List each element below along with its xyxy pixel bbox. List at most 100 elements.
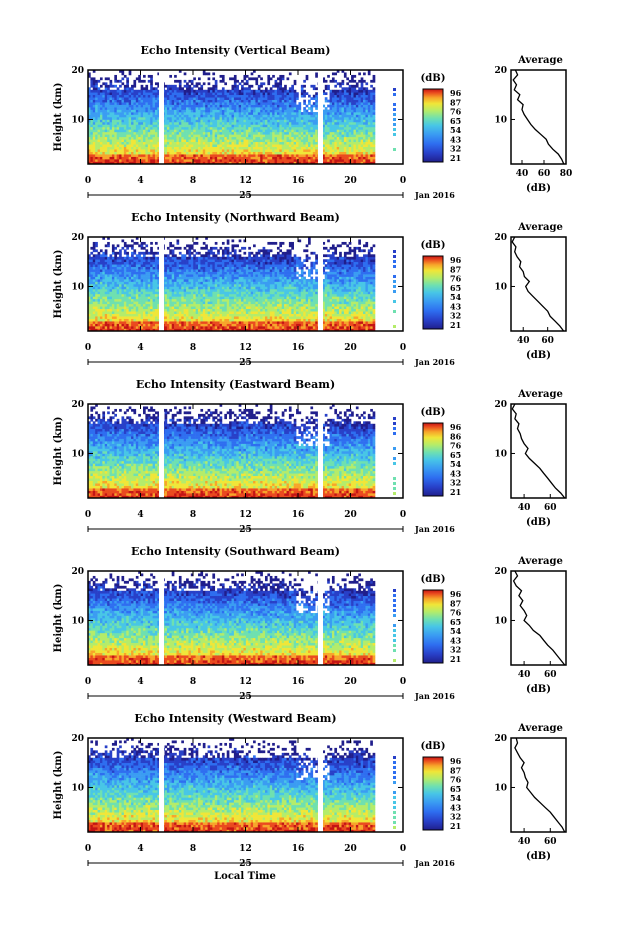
heatmap-cell: [171, 159, 175, 162]
heatmap-cell: [253, 129, 256, 133]
heatmap-cell: [257, 328, 261, 332]
heatmap-cell: [174, 131, 177, 135]
heatmap-cell: [363, 323, 366, 327]
heatmap-cell: [166, 151, 170, 155]
heatmap-cell: [135, 156, 139, 160]
heatmap-cell: [339, 121, 342, 125]
heatmap-cell: [331, 121, 335, 125]
heatmap-cell: [365, 82, 369, 86]
heatmap-cell: [205, 94, 208, 98]
heatmap-cell: [245, 316, 249, 319]
heatmap-cell: [128, 149, 132, 152]
heatmap-cell: [267, 121, 271, 125]
heatmap-cell: [243, 129, 247, 133]
heatmap-cell: [116, 107, 120, 110]
heatmap-cell: [219, 102, 223, 105]
heatmap-cell: [248, 144, 251, 147]
heatmap-cell: [264, 92, 268, 96]
heatmap-cell: [327, 159, 330, 162]
heatmap-cell: [327, 119, 330, 123]
heatmap-cell: [231, 124, 235, 128]
heatmap-cell: [233, 74, 237, 78]
heatmap-cell: [150, 74, 153, 78]
heatmap-cell: [104, 82, 108, 86]
heatmap-cell: [248, 156, 251, 160]
heatmap-cell: [334, 136, 338, 140]
heatmap-cell: [341, 107, 345, 110]
heatmap-cell: [195, 321, 199, 324]
heatmap-cell: [119, 159, 122, 162]
heatmap-cell: [238, 82, 242, 86]
heatmap-cell: [126, 114, 129, 118]
heatmap-cell: [274, 99, 278, 103]
heatmap-cell: [250, 321, 254, 324]
heatmap-cell: [339, 146, 342, 150]
x-tick-label: 0: [400, 176, 406, 186]
heatmap-cell: [353, 94, 357, 98]
heatmap-cell: [90, 311, 94, 314]
heatmap-cell: [119, 328, 122, 332]
heatmap-cell: [267, 136, 271, 140]
heatmap-cell: [243, 321, 247, 324]
heatmap-cell: [250, 119, 254, 123]
heatmap-cell: [176, 149, 180, 152]
heatmap-cell: [207, 149, 211, 152]
heatmap-cell: [147, 129, 151, 133]
heatmap-cell: [138, 99, 141, 103]
heatmap-cell: [150, 313, 153, 317]
heatmap-cell: [121, 107, 125, 110]
heatmap-cell: [152, 107, 156, 110]
heatmap-cell: [231, 77, 235, 81]
heatmap-cell: [88, 94, 91, 98]
heatmap-cell: [138, 74, 141, 78]
heatmap-cell: [171, 134, 175, 138]
heatmap-cell: [305, 134, 309, 138]
heatmap-cell: [276, 77, 280, 81]
heatmap-cell: [353, 84, 357, 88]
heatmap-cell: [229, 313, 232, 317]
heatmap-cell: [157, 134, 161, 138]
heatmap-cell: [152, 311, 156, 314]
heatmap-cell: [147, 139, 151, 143]
heatmap-cell: [372, 99, 376, 103]
heatmap-cell: [226, 124, 230, 128]
heatmap-cell: [348, 156, 352, 160]
heatmap-cell: [355, 323, 359, 327]
heatmap-cell: [198, 82, 201, 86]
heatmap-cell: [336, 94, 340, 98]
heatmap-cell: [188, 328, 192, 332]
heatmap-cell: [88, 159, 91, 162]
heatmap-cell: [99, 144, 103, 147]
heatmap-cell: [264, 119, 268, 123]
heatmap-cell: [274, 318, 278, 322]
heatmap-cell: [183, 151, 187, 155]
heatmap-cell: [164, 318, 168, 322]
heatmap-cell: [219, 131, 223, 135]
heatmap-cell: [260, 326, 263, 329]
heatmap-cell: [231, 94, 235, 98]
heatmap-cell: [286, 92, 290, 96]
heatmap-cell: [367, 151, 371, 155]
heatmap-cell: [224, 318, 228, 322]
heatmap-cell: [346, 328, 349, 332]
heatmap-cell: [145, 316, 149, 319]
heatmap-cell: [212, 97, 216, 100]
heatmap-cell: [145, 136, 149, 140]
heatmap-cell: [310, 161, 314, 165]
heatmap-cell: [296, 141, 299, 145]
heatmap-cell: [358, 121, 361, 125]
heatmap-cell: [214, 124, 218, 128]
heatmap-cell: [181, 146, 184, 150]
heatmap-cell: [164, 154, 168, 157]
heatmap-cell: [193, 102, 196, 105]
heatmap-cell: [260, 136, 263, 140]
y-tick-label: 20: [71, 66, 84, 76]
heatmap-cell: [104, 139, 108, 143]
heatmap-cell: [363, 124, 366, 128]
heatmap-cell: [145, 134, 149, 138]
heatmap-cell: [202, 112, 206, 115]
heatmap-cell: [186, 121, 189, 125]
heatmap-cell: [88, 72, 91, 76]
heatmap-cell: [183, 321, 187, 324]
colorbar-tick-label: 96: [450, 88, 462, 98]
